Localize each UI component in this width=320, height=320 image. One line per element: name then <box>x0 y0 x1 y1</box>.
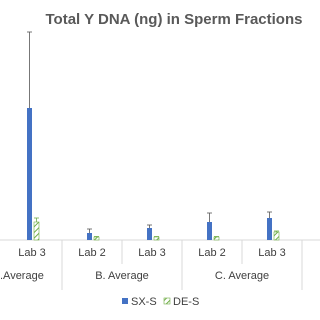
x-tick-label: Lab 3 <box>18 247 46 259</box>
bar <box>207 222 212 240</box>
x-tick-label: Lab 2 <box>198 247 226 259</box>
legend-label: SX-S <box>131 296 157 308</box>
legend-label: DE-S <box>173 296 199 308</box>
bar <box>147 228 152 240</box>
bar <box>213 236 220 241</box>
x-tick-label: Lab 3 <box>258 247 286 259</box>
x-tick-label: Lab 2 <box>78 247 106 259</box>
bar <box>27 108 32 240</box>
x-tick-label: Lab 3 <box>138 247 166 259</box>
chart-title: Total Y DNA (ng) in Sperm Fractions <box>46 11 303 28</box>
bar <box>87 233 92 240</box>
group-label: B. Average <box>95 270 149 282</box>
bar <box>273 231 280 241</box>
bar <box>93 236 100 241</box>
legend-swatch <box>163 297 171 305</box>
group-label: C. Average <box>215 270 269 282</box>
group-label: .Average <box>0 270 44 282</box>
bar <box>267 218 272 240</box>
bar <box>153 236 160 241</box>
legend-swatch <box>122 298 128 304</box>
bar <box>33 221 40 241</box>
